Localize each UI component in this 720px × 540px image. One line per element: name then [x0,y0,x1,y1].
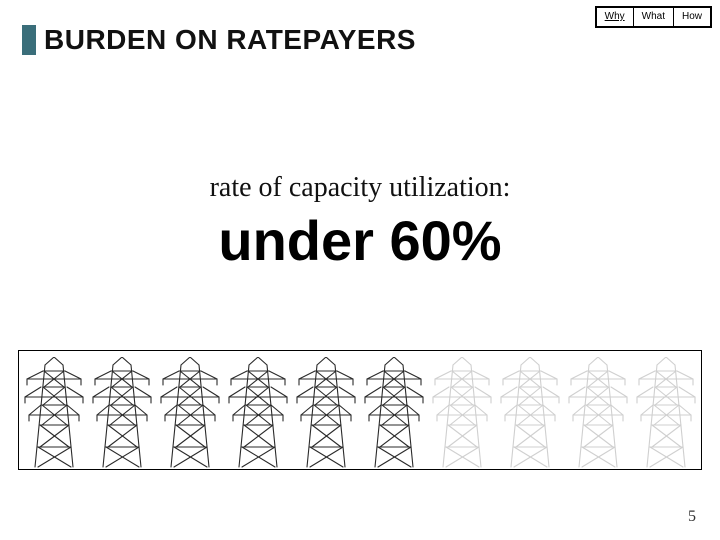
nav-tab-why[interactable]: Why [597,8,634,26]
transmission-tower-icon [227,357,289,469]
transmission-tower-icon [431,357,493,469]
subtitle-text: rate of capacity utilization: [0,172,720,204]
transmission-tower-icon [23,357,85,469]
nav-tab-how[interactable]: How [674,8,710,26]
transmission-tower-icon [635,357,697,469]
transmission-tower-icon [159,357,221,469]
title-accent-bar [22,25,36,55]
transmission-tower-icon [363,357,425,469]
nav-tab-what[interactable]: What [634,8,674,26]
section-nav-tabs: Why What How [595,6,712,28]
page-number: 5 [688,508,696,526]
slide-title: BURDEN ON RATEPAYERS [44,24,416,56]
headline-stat: under 60% [0,208,720,273]
transmission-tower-icon [567,357,629,469]
pylon-infographic-strip [18,350,702,470]
transmission-tower-icon [91,357,153,469]
transmission-tower-icon [499,357,561,469]
transmission-tower-icon [295,357,357,469]
slide-title-block: BURDEN ON RATEPAYERS [22,24,416,56]
